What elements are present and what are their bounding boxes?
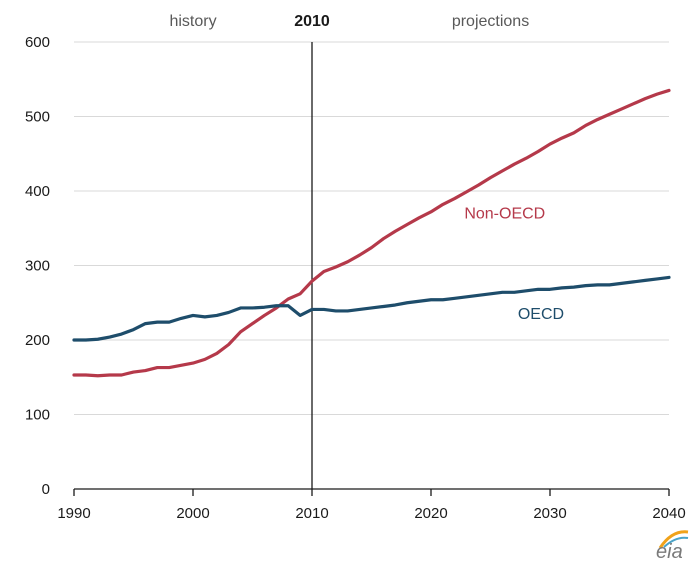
y-tick-label: 400 <box>25 183 50 200</box>
x-tick-label: 2040 <box>652 505 685 522</box>
x-tick-label: 2020 <box>414 505 447 522</box>
series-layer <box>72 88 671 378</box>
series-line-non-oecd <box>72 88 671 378</box>
projections-label: projections <box>452 13 529 30</box>
series-label-oecd: OECD <box>518 306 564 323</box>
series-line-oecd <box>72 275 671 342</box>
y-tick-label: 500 <box>25 109 50 126</box>
divider-label: 2010 <box>294 13 330 30</box>
eia-logo-swoosh-2 <box>663 536 689 548</box>
eia-logo-icon: eia <box>656 530 689 563</box>
x-tick-label: 1990 <box>57 505 90 522</box>
x-tick-label: 2010 <box>295 505 328 522</box>
x-tick-label: 2000 <box>176 505 209 522</box>
y-tick-label: 0 <box>42 481 50 498</box>
grid-layer <box>74 41 669 415</box>
series-label-non-oecd: Non-OECD <box>464 205 545 222</box>
label-layer: 0 100 200 300 400 500 600 1990 2000 2010 2020 2030 2… <box>25 13 686 522</box>
x-tick-label: 2030 <box>533 505 566 522</box>
axis-layer <box>73 488 670 496</box>
y-tick-label: 100 <box>25 407 50 424</box>
history-label: history <box>169 13 216 30</box>
y-tick-label: 300 <box>25 258 50 275</box>
eia-logo-text: eia <box>656 541 683 562</box>
y-tick-label: 600 <box>25 34 50 51</box>
eia-logo-swoosh <box>658 530 689 549</box>
y-tick-label: 200 <box>25 332 50 349</box>
